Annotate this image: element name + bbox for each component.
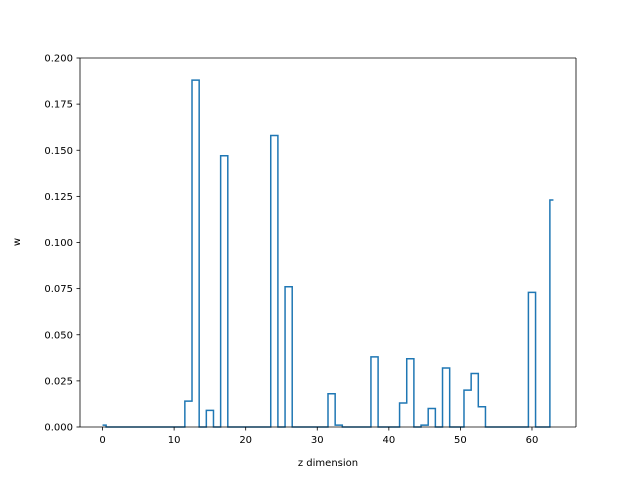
series-step-line-0 [102, 79, 554, 428]
x-tick-label: 50 [454, 435, 467, 446]
y-tick-label: 0.025 [44, 376, 73, 387]
y-tick-label: 0.075 [44, 284, 73, 295]
x-tick-label: 30 [311, 435, 324, 446]
y-tick-label: 0.175 [44, 100, 73, 111]
y-tick-label: 0.150 [44, 146, 73, 157]
y-tick-label: 0.050 [44, 330, 73, 341]
x-tick-label: 60 [526, 435, 539, 446]
y-axis-ticks: 0.000 0.025 0.050 0.075 0.100 0.125 0.150 0.175… [44, 54, 80, 434]
x-tick-label: 40 [382, 435, 395, 446]
x-tick-label: 20 [239, 435, 252, 446]
y-tick-label: 0.125 [44, 192, 73, 203]
x-axis-label: z dimension [298, 458, 358, 469]
plot-area [80, 58, 576, 427]
y-tick-label: 0.200 [44, 54, 73, 65]
y-tick-label: 0.100 [44, 238, 73, 249]
series-layer [102, 79, 554, 428]
x-tick-label: 0 [99, 435, 105, 446]
x-tick-label: 10 [168, 435, 181, 446]
y-tick-label: 0.000 [44, 423, 73, 434]
y-axis-label: w [12, 238, 23, 246]
x-axis-ticks: 0 10 20 30 40 50 60 [99, 427, 538, 446]
